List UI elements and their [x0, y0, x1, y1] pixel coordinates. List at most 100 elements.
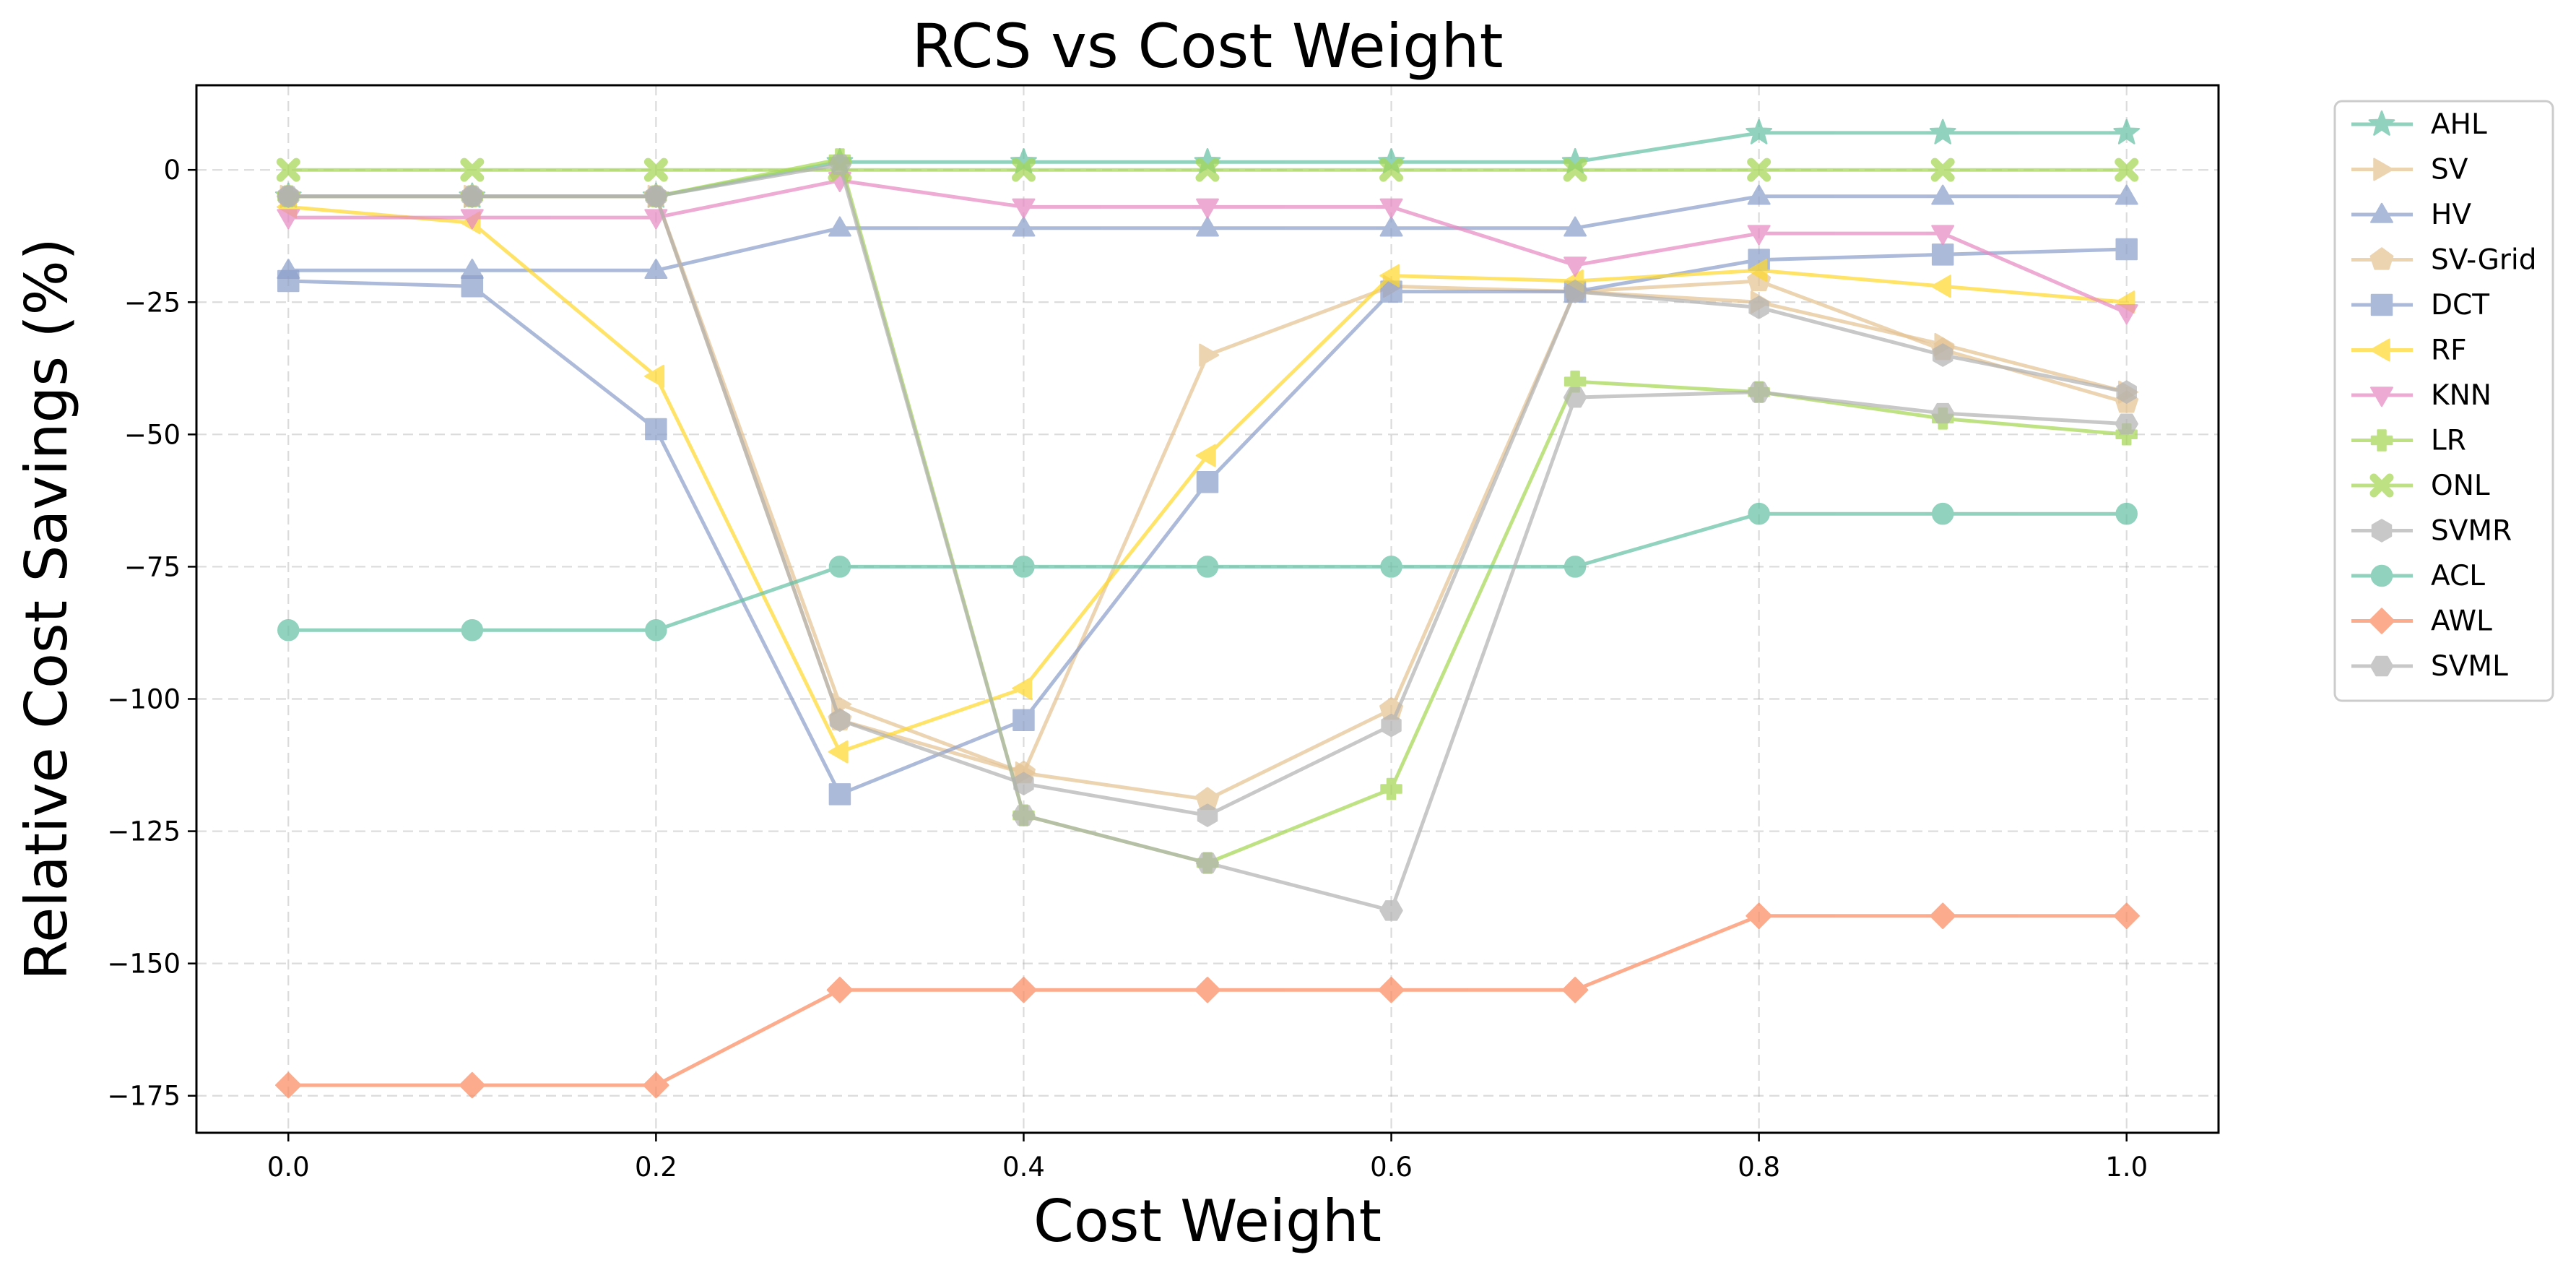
data-point-awl	[1561, 977, 1589, 1003]
data-point-acl	[461, 619, 484, 642]
legend-marker-ahl	[2368, 110, 2395, 136]
legend-swatch-onl	[2351, 473, 2413, 498]
x-axis-title: Cost Weight	[1033, 1188, 1382, 1255]
data-point-hv	[1379, 216, 1403, 237]
data-point-svml	[277, 186, 300, 207]
legend-label-hv: HV	[2431, 199, 2471, 231]
data-point-onl	[1195, 157, 1220, 182]
legend-label-awl: AWL	[2431, 605, 2492, 638]
data-point-awl	[2113, 902, 2140, 929]
data-point-onl	[643, 157, 668, 182]
data-point-dct	[645, 418, 667, 441]
data-point-rf	[1747, 259, 1768, 282]
data-point-acl	[2115, 502, 2138, 525]
x-tick-label: 1.0	[2105, 1152, 2148, 1183]
data-point-svmr	[829, 708, 851, 733]
data-point-onl	[1563, 157, 1587, 182]
legend-swatch-sv-grid	[2351, 247, 2413, 270]
legend-swatch-hv	[2351, 202, 2413, 223]
data-point-svml	[1379, 900, 1403, 921]
data-point-svml	[460, 186, 485, 207]
data-point-awl	[1929, 902, 1956, 929]
legend-swatch-ahl	[2351, 110, 2413, 136]
data-point-rf	[1012, 676, 1033, 700]
data-point-acl	[1748, 502, 1770, 525]
data-point-ahl	[1929, 118, 1956, 144]
data-point-svml	[828, 154, 852, 176]
data-point-acl	[828, 556, 851, 578]
data-point-awl	[1745, 902, 1772, 929]
data-point-lr	[1380, 777, 1402, 800]
legend-swatch-acl	[2351, 564, 2413, 587]
legend-marker-lr	[2370, 429, 2393, 452]
legend-swatch-svml	[2351, 655, 2413, 677]
series-acl	[277, 502, 2138, 642]
legend-label-sv-grid: SV-Grid	[2431, 244, 2537, 277]
data-point-knn	[2115, 304, 2138, 325]
data-point-acl	[645, 619, 667, 642]
data-point-acl	[1564, 556, 1587, 578]
series-svml	[277, 154, 2138, 921]
legend-frame	[2333, 100, 2554, 702]
data-point-awl	[1010, 977, 1037, 1003]
data-point-knn	[1931, 225, 1955, 246]
data-point-knn	[1564, 256, 1587, 277]
data-point-hv	[828, 216, 851, 237]
y-tick-label: −175	[107, 1081, 181, 1112]
data-point-dct	[461, 275, 484, 298]
legend-label-acl: ACL	[2431, 560, 2485, 592]
data-point-svml	[2115, 413, 2138, 434]
data-point-acl	[1380, 556, 1402, 578]
tick-layer: 0.0 0.2 0.4 0.6 0.8 1.0 0 −25 −50 −75 −100 −125 −150…	[107, 155, 2148, 1183]
x-tick-label: 0.4	[1002, 1152, 1045, 1183]
data-point-onl	[1747, 157, 1771, 182]
data-point-dct	[1012, 709, 1035, 732]
data-point-svml	[1012, 805, 1036, 826]
data-point-onl	[276, 157, 300, 182]
series-line-svmr	[286, 194, 2129, 818]
x-tick-label: 0.0	[267, 1152, 310, 1183]
data-point-rf	[1379, 264, 1400, 288]
data-point-svmr	[1564, 280, 1586, 303]
series-line-lr	[286, 157, 2129, 865]
legend-marker-sv	[2373, 157, 2394, 181]
data-point-hv	[2115, 184, 2138, 205]
legend-swatch-rf	[2351, 338, 2413, 362]
legend-label-svmr: SVMR	[2431, 515, 2512, 548]
data-point-rf	[644, 364, 665, 388]
y-tick-label: −100	[107, 683, 181, 714]
data-point-knn	[1012, 198, 1036, 219]
data-point-acl	[277, 619, 300, 642]
data-point-svml	[1563, 387, 1587, 408]
data-point-rf	[1195, 444, 1216, 467]
series-ahl	[274, 118, 2141, 208]
y-tick-label: −75	[124, 551, 181, 582]
y-tick-label: −25	[124, 287, 181, 318]
data-point-dct	[1931, 243, 1954, 266]
data-point-dct	[828, 783, 851, 806]
data-point-svmr	[2116, 380, 2137, 404]
legend-label-rf: RF	[2431, 334, 2467, 367]
legend-marker-rf	[2369, 338, 2390, 362]
legend: AHL SV HV SV-Grid DCT RF KNN LR ONL SVMR ACL AWL SVM…	[2333, 100, 2554, 702]
data-point-hv	[1747, 184, 1771, 205]
legend-marker-awl	[2368, 608, 2395, 634]
data-point-acl	[1931, 502, 1954, 525]
data-point-sv	[1199, 343, 1220, 367]
series-awl	[275, 902, 2140, 1099]
data-point-rf	[828, 740, 849, 764]
data-point-onl	[1379, 157, 1404, 182]
legend-marker-dct	[2370, 293, 2393, 316]
data-point-awl	[1194, 977, 1221, 1003]
data-point-knn	[277, 209, 300, 230]
legend-label-sv: SV	[2431, 154, 2468, 186]
chart-title: RCS vs Cost Weight	[911, 11, 1503, 82]
data-point-knn	[1379, 198, 1403, 219]
y-tick-label: −125	[107, 816, 181, 847]
legend-label-ahl: AHL	[2431, 108, 2487, 141]
data-point-dct	[277, 269, 300, 293]
y-tick-label: −150	[107, 949, 181, 980]
legend-marker-acl	[2370, 564, 2393, 587]
